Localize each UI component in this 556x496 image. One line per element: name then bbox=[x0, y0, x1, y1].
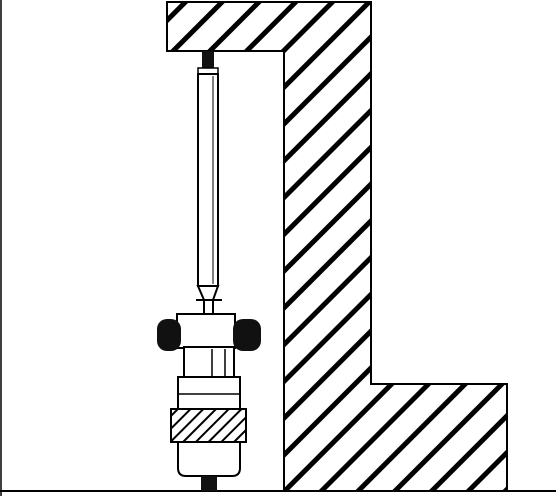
right-knob bbox=[233, 319, 261, 351]
rod-top-mount bbox=[202, 51, 214, 71]
fixture-lower-body bbox=[177, 441, 241, 477]
left-knob bbox=[157, 319, 181, 351]
knurled-ring bbox=[170, 408, 247, 443]
clamp-block bbox=[176, 313, 236, 349]
vertical-rod bbox=[197, 73, 219, 287]
bottom-stub bbox=[201, 476, 217, 491]
fixture-body bbox=[177, 376, 241, 410]
fixture-neck bbox=[183, 346, 235, 378]
